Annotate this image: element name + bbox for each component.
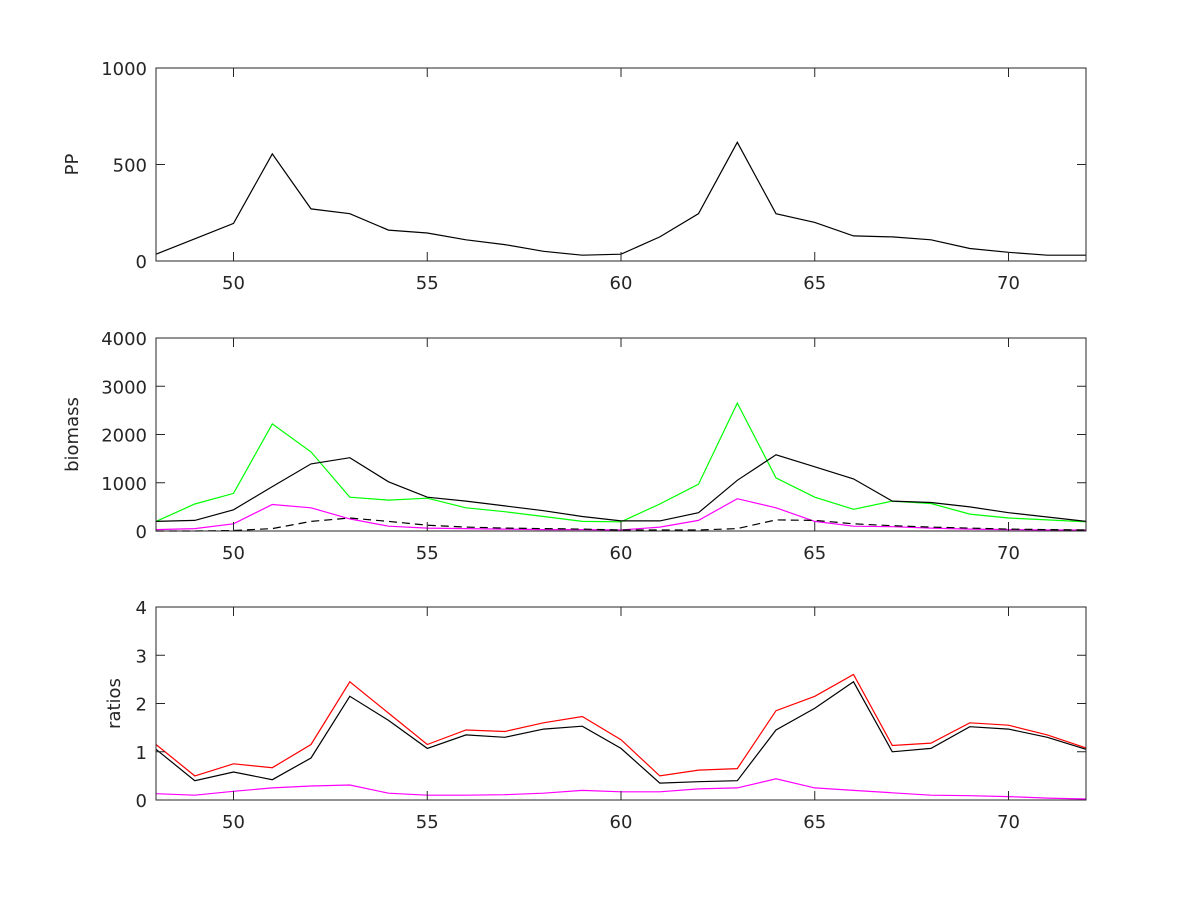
plot-area xyxy=(156,607,1086,800)
subplot-PP: 50 55 60 65 70 0 500 1000 PP xyxy=(62,59,1087,294)
x-tick-label: 55 xyxy=(416,273,439,294)
x-tick-label: 55 xyxy=(416,543,439,564)
x-tick-label: 60 xyxy=(610,812,633,833)
y-tick-label: 3000 xyxy=(101,377,147,398)
y-tick-label: 2 xyxy=(136,695,147,716)
x-tick-label: 60 xyxy=(610,273,633,294)
y-tick-label: 0 xyxy=(136,791,147,812)
plot-area xyxy=(156,338,1086,531)
x-tick-label: 65 xyxy=(803,273,826,294)
x-tick-label: 55 xyxy=(416,812,439,833)
y-tick-label: 4000 xyxy=(101,329,147,350)
series-line-red xyxy=(155,673,1087,777)
x-tick-label: 50 xyxy=(222,543,245,564)
y-tick-label: 4 xyxy=(136,598,147,619)
y-tick-label: 3 xyxy=(136,646,147,667)
y-tick-label: 0 xyxy=(136,252,147,273)
y-axis-label: PP xyxy=(62,154,83,176)
series-line-green xyxy=(155,401,1087,523)
y-tick-label: 1 xyxy=(136,743,147,764)
x-tick-label: 50 xyxy=(222,812,245,833)
y-tick-label: 0 xyxy=(136,522,147,543)
y-tick-label: 1000 xyxy=(101,474,147,495)
y-axis-label: biomass xyxy=(62,397,83,472)
series-line-black xyxy=(155,680,1087,784)
x-tick-label: 65 xyxy=(803,543,826,564)
series-line-black xyxy=(155,454,1087,522)
y-tick-label: 2000 xyxy=(101,426,147,447)
y-tick-label: 1000 xyxy=(101,59,147,80)
x-tick-label: 60 xyxy=(610,543,633,564)
x-tick-label: 65 xyxy=(803,812,826,833)
x-tick-label: 50 xyxy=(222,273,245,294)
plot-area xyxy=(156,68,1086,261)
subplot-biomass: 50 55 60 65 70 0 1000 2000 3000 4000 biomass xyxy=(62,329,1087,564)
subplot-ratios: 50 55 60 65 70 0 1 2 3 4 ratios xyxy=(104,598,1087,833)
x-tick-label: 70 xyxy=(997,812,1020,833)
x-tick-label: 70 xyxy=(997,273,1020,294)
y-tick-label: 500 xyxy=(113,156,147,177)
y-axis-label: ratios xyxy=(104,678,125,729)
x-tick-label: 70 xyxy=(997,543,1020,564)
